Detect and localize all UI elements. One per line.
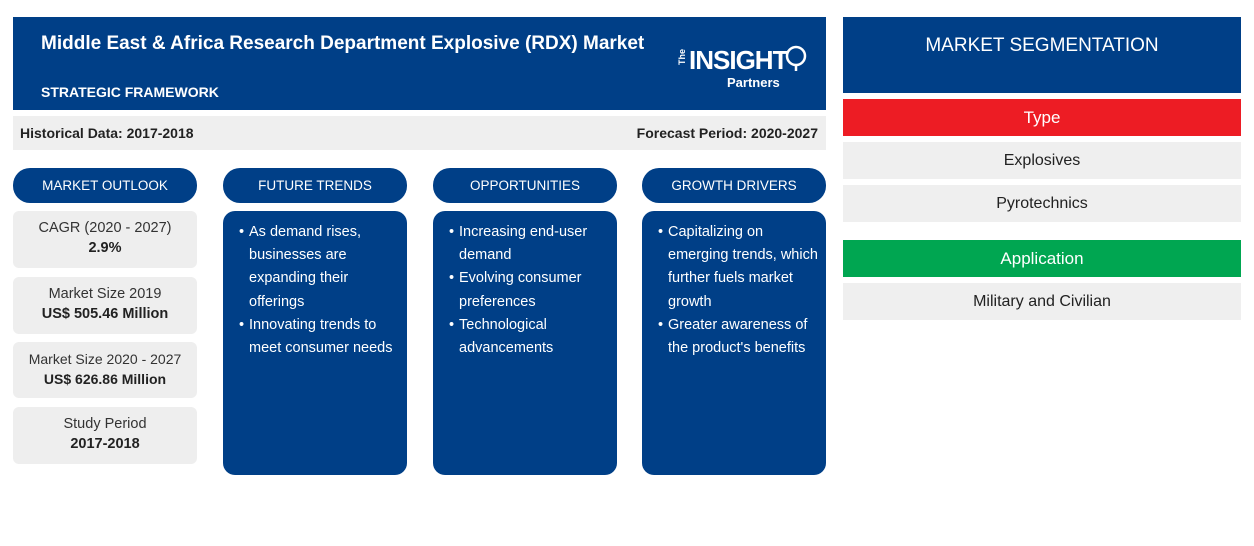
list-item: Innovating trends to meet consumer needs <box>239 314 399 360</box>
stat-label: Study Period <box>63 416 147 432</box>
logo-insight: INSIGHT <box>689 45 788 75</box>
period-bar: Historical Data: 2017-2018 Forecast Peri… <box>13 116 826 150</box>
list-item: Increasing end-user demand <box>449 221 609 267</box>
report-subtitle: STRATEGIC FRAMEWORK <box>41 84 219 100</box>
header-banner: Middle East & Africa Research Department… <box>13 17 826 110</box>
future-trends-card: As demand rises, businesses are expandin… <box>223 211 407 475</box>
segment-type-header: Type <box>843 99 1241 136</box>
report-title: Middle East & Africa Research Department… <box>41 33 645 54</box>
market-segmentation-header: MARKET SEGMENTATION <box>843 17 1241 93</box>
segment-item-pyrotechnics: Pyrotechnics <box>843 185 1241 222</box>
logo-the: The <box>677 49 687 66</box>
stat-value: 2.9% <box>88 240 122 256</box>
list-item: Greater awareness of the product's benef… <box>658 314 818 360</box>
stat-value: US$ 626.86 Million <box>43 371 167 387</box>
market-outlook-header: MARKET OUTLOOK <box>13 168 197 203</box>
stat-market-size-2019: Market Size 2019 US$ 505.46 Million <box>13 277 197 334</box>
list-item: As demand rises, businesses are expandin… <box>239 221 399 314</box>
insight-partners-logo: The INSIGHT Partners <box>677 45 807 95</box>
opportunities-header: OPPORTUNITIES <box>433 168 617 203</box>
segment-item-military-civilian: Military and Civilian <box>843 283 1241 320</box>
opportunities-card: Increasing end-user demand Evolving cons… <box>433 211 617 475</box>
growth-drivers-header: GROWTH DRIVERS <box>642 168 826 203</box>
list-item: Technological advancements <box>449 314 609 360</box>
future-trends-header: FUTURE TRENDS <box>223 168 407 203</box>
stat-label: Market Size 2020 - 2027 <box>28 351 182 367</box>
historical-data: Historical Data: 2017-2018 <box>20 125 194 141</box>
list-item: Capitalizing on emerging trends, which f… <box>658 221 818 314</box>
stat-label: Market Size 2019 <box>48 286 162 302</box>
logo-lightbulb-icon <box>785 45 807 71</box>
forecast-period: Forecast Period: 2020-2027 <box>636 125 818 141</box>
stat-value: US$ 505.46 Million <box>41 306 169 322</box>
segment-item-explosives: Explosives <box>843 142 1241 179</box>
stat-market-size-forecast: Market Size 2020 - 2027 US$ 626.86 Milli… <box>13 342 197 398</box>
stat-label: CAGR (2020 - 2027) <box>38 220 172 236</box>
stat-value: 2017-2018 <box>70 436 140 452</box>
logo-partners: Partners <box>727 75 780 90</box>
growth-drivers-card: Capitalizing on emerging trends, which f… <box>642 211 826 475</box>
list-item: Evolving consumer preferences <box>449 267 609 313</box>
segment-application-header: Application <box>843 240 1241 277</box>
stat-study-period: Study Period 2017-2018 <box>13 407 197 464</box>
stat-cagr: CAGR (2020 - 2027) 2.9% <box>13 211 197 268</box>
